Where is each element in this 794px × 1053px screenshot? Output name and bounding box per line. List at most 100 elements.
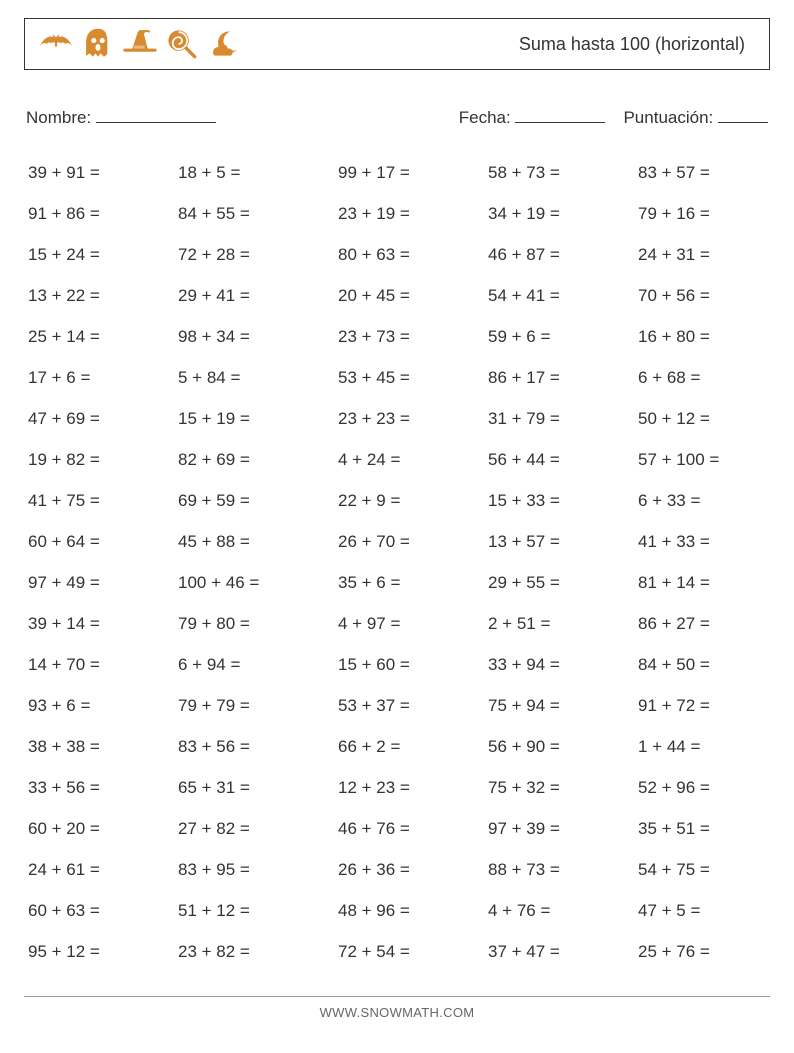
problem-cell: 91 + 86 =: [24, 193, 174, 234]
problem-cell: 84 + 50 =: [634, 644, 774, 685]
problem-cell: 79 + 79 =: [174, 685, 334, 726]
problem-cell: 2 + 51 =: [484, 603, 634, 644]
problem-cell: 4 + 24 =: [334, 439, 484, 480]
footer-text: WWW.SNOWMATH.COM: [320, 1005, 475, 1020]
problem-cell: 4 + 76 =: [484, 890, 634, 931]
problem-cell: 58 + 73 =: [484, 152, 634, 193]
problem-cell: 97 + 39 =: [484, 808, 634, 849]
problem-cell: 83 + 56 =: [174, 726, 334, 767]
problem-cell: 23 + 19 =: [334, 193, 484, 234]
problem-cell: 20 + 45 =: [334, 275, 484, 316]
problem-cell: 83 + 95 =: [174, 849, 334, 890]
problem-cell: 14 + 70 =: [24, 644, 174, 685]
problem-cell: 22 + 9 =: [334, 480, 484, 521]
header-box: Suma hasta 100 (horizontal): [24, 18, 770, 70]
problem-cell: 24 + 61 =: [24, 849, 174, 890]
problem-cell: 75 + 94 =: [484, 685, 634, 726]
problem-cell: 18 + 5 =: [174, 152, 334, 193]
problem-cell: 56 + 90 =: [484, 726, 634, 767]
moon-icon: [207, 27, 241, 61]
problem-cell: 31 + 79 =: [484, 398, 634, 439]
problem-cell: 34 + 19 =: [484, 193, 634, 234]
problem-cell: 6 + 94 =: [174, 644, 334, 685]
ghost-icon: [81, 27, 115, 61]
problem-cell: 86 + 27 =: [634, 603, 774, 644]
problem-cell: 24 + 31 =: [634, 234, 774, 275]
name-field: Nombre:: [26, 106, 216, 128]
problem-cell: 41 + 33 =: [634, 521, 774, 562]
problem-cell: 65 + 31 =: [174, 767, 334, 808]
name-underline: [96, 106, 216, 123]
problem-cell: 23 + 82 =: [174, 931, 334, 972]
problem-cell: 84 + 55 =: [174, 193, 334, 234]
bat-icon: [39, 27, 73, 61]
problem-cell: 98 + 34 =: [174, 316, 334, 357]
problem-cell: 35 + 51 =: [634, 808, 774, 849]
score-field: Puntuación:: [623, 106, 768, 128]
meta-row: Nombre: Fecha: Puntuación:: [24, 106, 770, 128]
problem-cell: 72 + 54 =: [334, 931, 484, 972]
problem-cell: 100 + 46 =: [174, 562, 334, 603]
problem-cell: 82 + 69 =: [174, 439, 334, 480]
problem-cell: 99 + 17 =: [334, 152, 484, 193]
problem-cell: 79 + 16 =: [634, 193, 774, 234]
problems-grid: 39 + 91 =18 + 5 =99 + 17 =58 + 73 = 83 + …: [24, 152, 770, 972]
problem-cell: 27 + 82 =: [174, 808, 334, 849]
problem-cell: 15 + 33 =: [484, 480, 634, 521]
problem-cell: 47 + 5 =: [634, 890, 774, 931]
problem-cell: 6 + 33 =: [634, 480, 774, 521]
problem-cell: 60 + 64 =: [24, 521, 174, 562]
problem-cell: 12 + 23 =: [334, 767, 484, 808]
date-label: Fecha:: [459, 108, 511, 127]
problem-cell: 48 + 96 =: [334, 890, 484, 931]
problem-cell: 13 + 57 =: [484, 521, 634, 562]
problem-cell: 52 + 96 =: [634, 767, 774, 808]
problem-cell: 53 + 37 =: [334, 685, 484, 726]
problem-cell: 72 + 28 =: [174, 234, 334, 275]
problem-cell: 56 + 44 =: [484, 439, 634, 480]
problem-cell: 69 + 59 =: [174, 480, 334, 521]
problem-cell: 19 + 82 =: [24, 439, 174, 480]
problem-cell: 59 + 6 =: [484, 316, 634, 357]
problem-cell: 54 + 41 =: [484, 275, 634, 316]
date-underline: [515, 106, 605, 123]
problem-cell: 70 + 56 =: [634, 275, 774, 316]
problem-cell: 88 + 73 =: [484, 849, 634, 890]
problem-cell: 33 + 94 =: [484, 644, 634, 685]
problem-cell: 41 + 75 =: [24, 480, 174, 521]
problem-cell: 16 + 80 =: [634, 316, 774, 357]
problem-cell: 81 + 14 =: [634, 562, 774, 603]
problem-cell: 97 + 49 =: [24, 562, 174, 603]
problem-cell: 51 + 12 =: [174, 890, 334, 931]
problem-cell: 25 + 76 =: [634, 931, 774, 972]
problem-cell: 60 + 63 =: [24, 890, 174, 931]
problem-cell: 60 + 20 =: [24, 808, 174, 849]
problem-cell: 15 + 24 =: [24, 234, 174, 275]
problem-cell: 46 + 87 =: [484, 234, 634, 275]
problem-cell: 13 + 22 =: [24, 275, 174, 316]
problem-cell: 57 + 100 =: [634, 439, 774, 480]
score-underline: [718, 106, 768, 123]
lollipop-icon: [165, 27, 199, 61]
problem-cell: 46 + 76 =: [334, 808, 484, 849]
problem-cell: 45 + 88 =: [174, 521, 334, 562]
problem-cell: 47 + 69 =: [24, 398, 174, 439]
problem-cell: 83 + 57 =: [634, 152, 774, 193]
worksheet-title: Suma hasta 100 (horizontal): [519, 34, 755, 55]
problem-cell: 37 + 47 =: [484, 931, 634, 972]
score-label: Puntuación:: [623, 108, 713, 127]
problem-cell: 54 + 75 =: [634, 849, 774, 890]
problem-cell: 53 + 45 =: [334, 357, 484, 398]
name-label: Nombre:: [26, 108, 91, 127]
problem-cell: 93 + 6 =: [24, 685, 174, 726]
problem-cell: 35 + 6 =: [334, 562, 484, 603]
problem-cell: 50 + 12 =: [634, 398, 774, 439]
problem-cell: 26 + 36 =: [334, 849, 484, 890]
problem-cell: 95 + 12 =: [24, 931, 174, 972]
problem-cell: 4 + 97 =: [334, 603, 484, 644]
problem-cell: 39 + 91 =: [24, 152, 174, 193]
problem-cell: 66 + 2 =: [334, 726, 484, 767]
problem-cell: 86 + 17 =: [484, 357, 634, 398]
problem-cell: 75 + 32 =: [484, 767, 634, 808]
problem-cell: 15 + 19 =: [174, 398, 334, 439]
